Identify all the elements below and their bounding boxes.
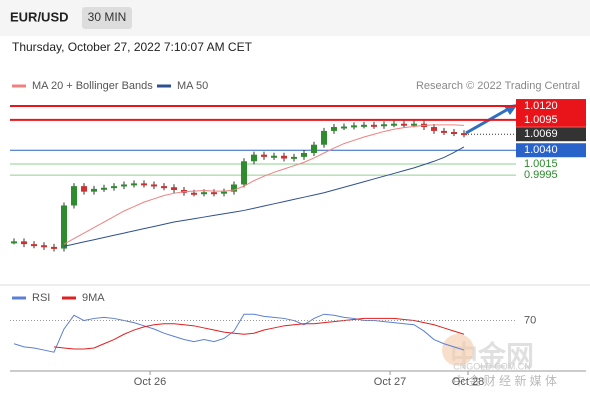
level-tag (516, 112, 586, 127)
candle (51, 246, 57, 249)
candle (381, 124, 387, 127)
x-tick-label: Oct 27 (374, 376, 406, 388)
candle (231, 184, 237, 192)
timestamp: Thursday, October 27, 2022 7:10:07 AM CE… (12, 40, 253, 54)
candle (101, 187, 107, 190)
level-label: 1.0120 (524, 100, 558, 112)
y-tick-label: 70 (524, 314, 536, 326)
candle (251, 154, 257, 162)
candle (161, 186, 167, 189)
candle (141, 183, 147, 186)
candle (451, 132, 457, 135)
legend-label: RSI (32, 292, 50, 304)
candle (391, 123, 397, 126)
ma-line (63, 124, 465, 245)
x-tick-label: Oct 28 (452, 376, 484, 388)
candle (211, 192, 217, 195)
candle (111, 186, 117, 189)
candle (311, 144, 317, 153)
rsi-line (53, 317, 465, 350)
candle (221, 191, 227, 194)
candle (131, 183, 137, 186)
rsi-line (13, 313, 465, 353)
candle (91, 188, 97, 192)
candle (71, 186, 77, 206)
candle (21, 241, 27, 245)
level-label: 1.0095 (524, 114, 558, 126)
source: Research © 2022 Trading Central (416, 80, 580, 92)
candle (171, 187, 177, 190)
level-label: 0.9995 (524, 169, 558, 181)
candle (431, 127, 437, 131)
legend-label: 9MA (82, 292, 105, 304)
candle (361, 124, 367, 127)
watermark-slogan: 中 金 财 经 新 媒 体 (453, 373, 557, 388)
level-label: 1.0069 (524, 128, 558, 140)
candle (341, 126, 347, 129)
candle (281, 155, 287, 159)
candle (191, 192, 197, 195)
watermark-domain: CNGOLD.COM.CN (453, 361, 531, 371)
watermark-logo (442, 334, 474, 366)
candle (11, 241, 17, 244)
candle (241, 161, 247, 185)
candle (371, 124, 377, 127)
candle (61, 205, 67, 249)
candle (271, 155, 277, 158)
timeframe-button[interactable] (82, 7, 132, 29)
candle (31, 244, 37, 247)
candle (441, 130, 447, 133)
level-label: 1.0040 (524, 144, 558, 156)
x-tick-label: Oct 26 (134, 376, 166, 388)
candle (151, 184, 157, 187)
ma-line (63, 146, 465, 247)
candle (201, 192, 207, 195)
candle (291, 156, 297, 159)
level-tag (516, 143, 586, 158)
candle (301, 152, 307, 157)
level-tag (516, 127, 586, 142)
symbol: EUR/USD (10, 9, 69, 24)
candle (351, 125, 357, 128)
level-label: 1.0015 (524, 158, 558, 170)
candle (261, 154, 267, 157)
legend-label: MA 50 (177, 80, 208, 92)
candle (41, 245, 47, 248)
candle (321, 130, 327, 145)
legend-label: MA 20 + Bollinger Bands (32, 80, 153, 92)
timeframe[interactable]: 30 MIN (88, 10, 127, 24)
candle (461, 133, 467, 136)
candle (331, 127, 337, 131)
candle (411, 123, 417, 126)
candle (121, 184, 127, 187)
candle (81, 186, 87, 192)
candle (401, 123, 407, 126)
level-tag (516, 99, 586, 114)
